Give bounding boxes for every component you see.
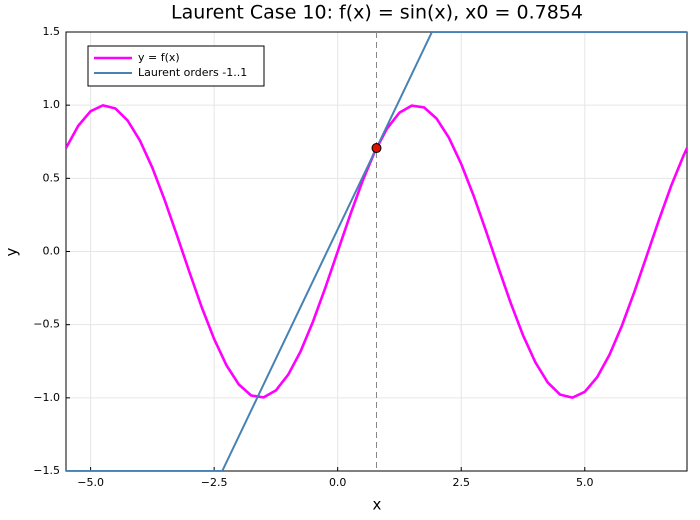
legend-label: y = f(x) <box>138 51 180 64</box>
x-tick-label: −2.5 <box>201 476 228 489</box>
legend-label: Laurent orders -1..1 <box>138 66 247 79</box>
series-line <box>66 32 687 471</box>
y-tick-label: −1.0 <box>33 391 60 404</box>
chart-title: Laurent Case 10: f(x) = sin(x), x0 = 0.7… <box>171 2 583 24</box>
y-axis-label: y <box>3 247 21 256</box>
x-axis-label: x <box>373 496 382 514</box>
x-tick-label: 2.5 <box>452 476 470 489</box>
point-marker <box>371 143 382 154</box>
y-tick-label: 1.5 <box>43 25 61 38</box>
y-tick-label: 0.5 <box>43 171 61 184</box>
y-tick-label: −1.5 <box>33 464 60 477</box>
x-tick-label: 5.0 <box>576 476 594 489</box>
legend-box <box>87 45 265 87</box>
y-tick-label: −0.5 <box>33 318 60 331</box>
x-tick-label: −5.0 <box>77 476 104 489</box>
x-tick-label: 0.0 <box>329 476 347 489</box>
y-tick-label: 0.0 <box>43 245 61 258</box>
y-tick-label: 1.0 <box>43 98 61 111</box>
